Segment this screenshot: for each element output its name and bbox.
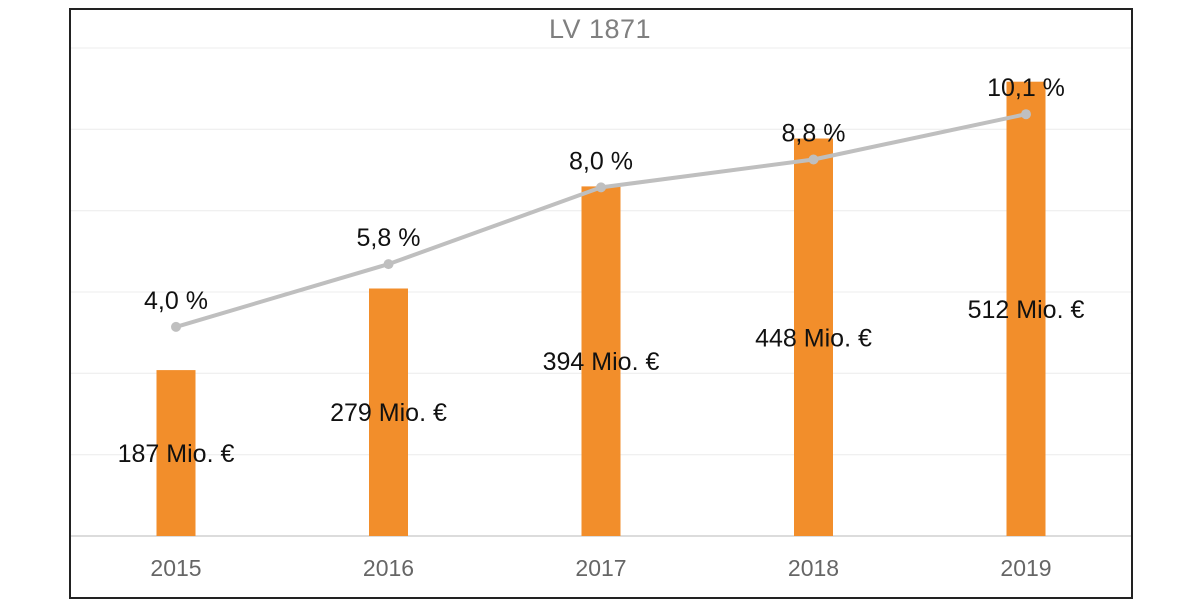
x-tick-2017: 2017 bbox=[575, 555, 626, 581]
line-point-2019 bbox=[1021, 109, 1031, 120]
line-point-2017 bbox=[596, 182, 606, 193]
line-series bbox=[171, 109, 1031, 332]
bar-2016 bbox=[369, 288, 408, 536]
bar-label-2018: 448 Mio. € bbox=[755, 324, 872, 352]
line-label-2019: 10,1 % bbox=[987, 74, 1065, 102]
x-axis-ticks: 2015 2016 2017 2018 2019 bbox=[150, 555, 1051, 581]
bar-label-2015: 187 Mio. € bbox=[118, 440, 235, 468]
line-label-2015: 4,0 % bbox=[144, 287, 208, 315]
line-label-2018: 8,8 % bbox=[782, 120, 846, 148]
x-tick-2018: 2018 bbox=[788, 555, 839, 581]
bar-2017 bbox=[581, 186, 621, 536]
bar-label-2017: 394 Mio. € bbox=[543, 348, 660, 376]
bar-2018 bbox=[794, 138, 833, 536]
bar-2019 bbox=[1006, 81, 1046, 536]
line-point-2015 bbox=[171, 321, 181, 332]
x-tick-2019: 2019 bbox=[1000, 555, 1051, 581]
line-label-2016: 5,8 % bbox=[357, 224, 421, 252]
data-labels: 187 Mio. € 279 Mio. € 394 Mio. € 448 Mio. €… bbox=[118, 74, 1085, 468]
bar-series bbox=[156, 81, 1046, 536]
bar-label-2019: 512 Mio. € bbox=[968, 296, 1085, 324]
line-label-2017: 8,0 % bbox=[569, 147, 633, 175]
bar-2015 bbox=[156, 370, 196, 536]
chart-title: LV 1871 bbox=[548, 14, 652, 44]
x-tick-2016: 2016 bbox=[363, 555, 414, 581]
line-point-2016 bbox=[383, 259, 394, 270]
x-tick-2015: 2015 bbox=[150, 555, 201, 581]
bar-label-2016: 279 Mio. € bbox=[330, 399, 447, 427]
line-point-2018 bbox=[808, 154, 819, 165]
